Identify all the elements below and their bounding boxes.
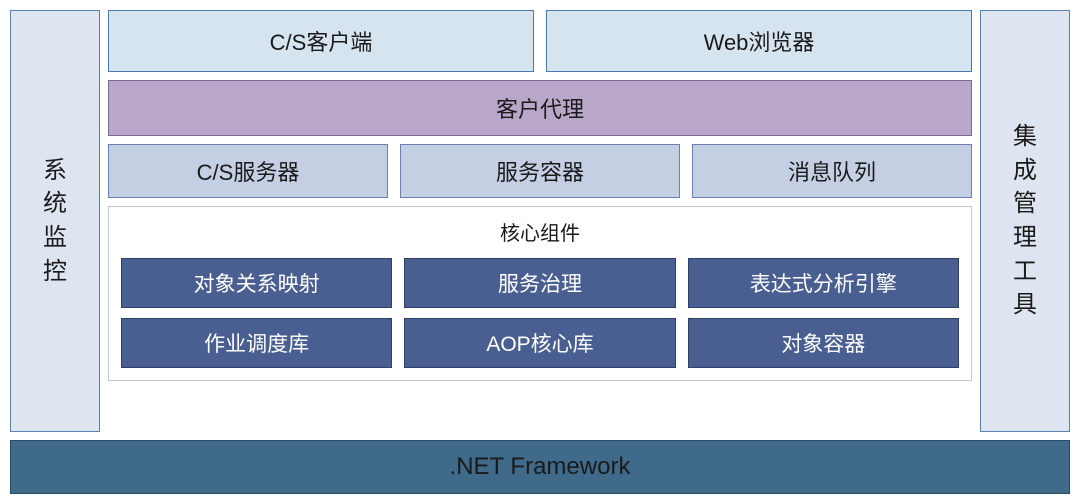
job-scheduler-label: 作业调度库 xyxy=(204,328,309,358)
center-stack: C/S客户端 Web浏览器 客户代理 C/S服务器 服务容器 xyxy=(108,10,972,432)
orm-label: 对象关系映射 xyxy=(194,268,320,298)
right-sidebar-label: 集成管理工具 xyxy=(1013,120,1037,322)
service-container-label: 服务容器 xyxy=(496,155,584,187)
aop-core-box: AOP核心库 xyxy=(404,318,675,368)
aop-core-label: AOP核心库 xyxy=(486,328,593,358)
service-row: C/S服务器 服务容器 消息队列 xyxy=(108,144,972,198)
core-title: 核心组件 xyxy=(121,215,959,248)
message-queue-box: 消息队列 xyxy=(692,144,972,198)
core-row-b: 作业调度库 AOP核心库 对象容器 xyxy=(121,318,959,368)
client-proxy-label: 客户代理 xyxy=(496,92,584,124)
left-sidebar-label: 系统监控 xyxy=(43,154,67,288)
message-queue-label: 消息队列 xyxy=(788,155,876,187)
job-scheduler-box: 作业调度库 xyxy=(121,318,392,368)
cs-client-box: C/S客户端 xyxy=(108,10,534,72)
cs-client-label: C/S客户端 xyxy=(270,25,373,57)
upper-region: 系统监控 C/S客户端 Web浏览器 客户代理 C/S服务器 xyxy=(10,10,1070,432)
service-governance-label: 服务治理 xyxy=(498,268,582,298)
proxy-row: 客户代理 xyxy=(108,80,972,136)
web-browser-label: Web浏览器 xyxy=(704,25,815,57)
web-browser-box: Web浏览器 xyxy=(546,10,972,72)
service-governance-box: 服务治理 xyxy=(404,258,675,308)
dotnet-framework-label: .NET Framework xyxy=(450,453,631,481)
right-sidebar-integration-tools: 集成管理工具 xyxy=(980,10,1070,432)
left-sidebar-system-monitor: 系统监控 xyxy=(10,10,100,432)
object-container-box: 对象容器 xyxy=(688,318,959,368)
orm-box: 对象关系映射 xyxy=(121,258,392,308)
service-container-box: 服务容器 xyxy=(400,144,680,198)
expression-engine-box: 表达式分析引擎 xyxy=(688,258,959,308)
cs-server-box: C/S服务器 xyxy=(108,144,388,198)
dotnet-framework-footer: .NET Framework xyxy=(10,440,1070,494)
architecture-diagram: 系统监控 C/S客户端 Web浏览器 客户代理 C/S服务器 xyxy=(10,10,1070,494)
expression-engine-label: 表达式分析引擎 xyxy=(750,268,897,298)
object-container-label: 对象容器 xyxy=(781,328,865,358)
client-proxy-box: 客户代理 xyxy=(108,80,972,136)
core-row-a: 对象关系映射 服务治理 表达式分析引擎 xyxy=(121,258,959,308)
cs-server-label: C/S服务器 xyxy=(197,155,300,187)
core-components-group: 核心组件 对象关系映射 服务治理 表达式分析引擎 作业调度库 xyxy=(108,206,972,381)
client-row: C/S客户端 Web浏览器 xyxy=(108,10,972,72)
